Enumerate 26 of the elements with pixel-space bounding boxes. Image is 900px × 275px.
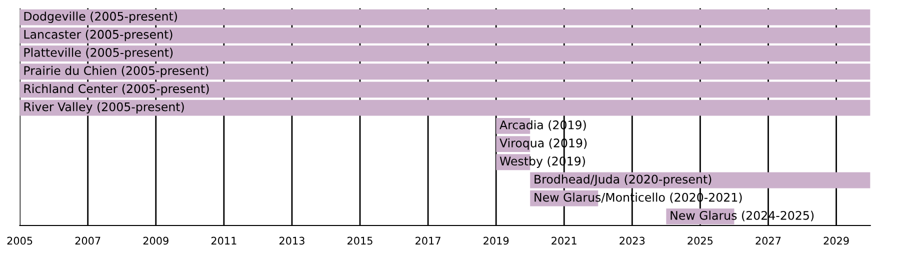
x-tick-label: 2005 bbox=[7, 236, 32, 245]
x-tick-label: 2029 bbox=[824, 236, 849, 245]
y-tick-label: Brodhead/Juda (2020-present) bbox=[534, 174, 712, 186]
x-tick-label: 2027 bbox=[756, 236, 781, 245]
bar bbox=[20, 9, 870, 26]
bar bbox=[20, 27, 870, 44]
x-tick-label: 2019 bbox=[484, 236, 509, 245]
x-tick-label: 2015 bbox=[348, 236, 372, 245]
x-tick-label: 2013 bbox=[279, 236, 304, 245]
x-tick-label: 2023 bbox=[620, 236, 645, 245]
bar bbox=[20, 64, 870, 80]
x-tick-label: 2007 bbox=[75, 236, 100, 245]
x-tick-label: 2025 bbox=[688, 236, 713, 245]
x-tick-label: 2009 bbox=[143, 236, 168, 245]
y-tick-label: Prairie du Chien (2005-present) bbox=[24, 66, 208, 78]
y-tick-label: Lancaster (2005-present) bbox=[24, 30, 172, 42]
x-tick-label: 2021 bbox=[552, 236, 576, 245]
y-tick-label: Platteville (2005-present) bbox=[24, 48, 173, 60]
x-tick-label: 2011 bbox=[211, 236, 236, 245]
bar bbox=[20, 46, 870, 62]
bar bbox=[20, 82, 870, 98]
bar bbox=[20, 100, 870, 116]
y-tick-label: Dodgeville (2005-present) bbox=[24, 12, 177, 24]
y-tick-label: River Valley (2005-present) bbox=[24, 102, 184, 114]
x-tick-label: 2017 bbox=[416, 236, 440, 245]
y-tick-label: Richland Center (2005-present) bbox=[24, 84, 209, 96]
